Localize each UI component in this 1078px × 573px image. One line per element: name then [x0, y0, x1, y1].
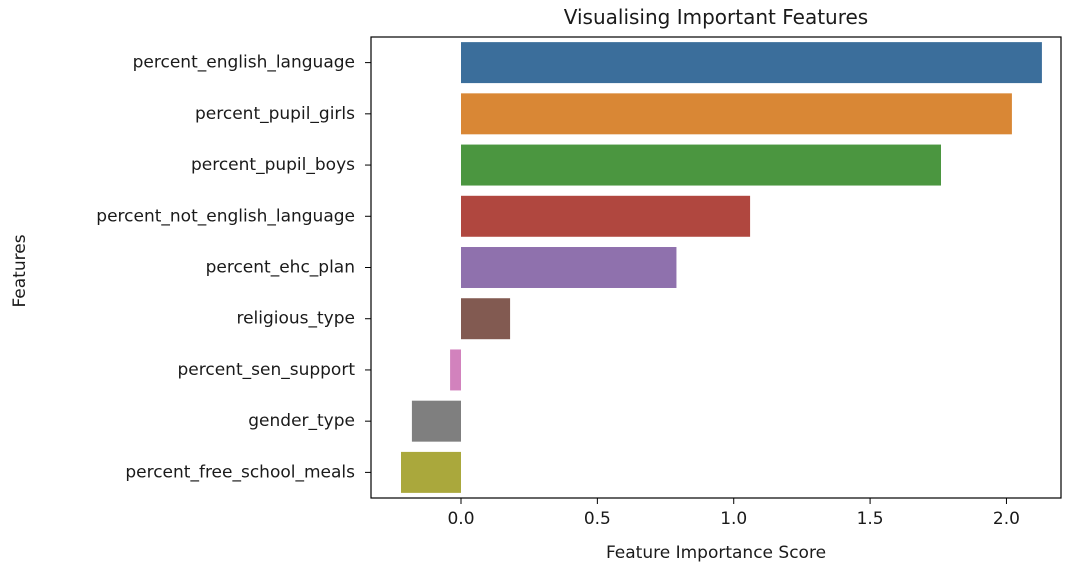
- chart-title: Visualising Important Features: [564, 5, 868, 29]
- bar: [401, 451, 461, 493]
- plot-frame: [370, 36, 1062, 499]
- x-tick-label: 0.5: [584, 509, 611, 529]
- bar: [461, 42, 1042, 84]
- y-axis-ticks: percent_english_language percent_pupil_gi…: [96, 53, 371, 482]
- x-tick-label: 2.0: [993, 509, 1020, 529]
- bar: [461, 298, 511, 340]
- x-tick-label: 0.0: [447, 509, 474, 529]
- y-tick-label: percent_not_english_language: [96, 206, 355, 226]
- x-axis-ticks: 0.0 0.5 1.0 1.5 2.0: [447, 498, 1020, 529]
- y-tick-label: percent_sen_support: [178, 360, 356, 380]
- y-tick-label: percent_english_language: [133, 53, 355, 73]
- bar: [461, 195, 751, 237]
- y-axis-title: Features: [10, 234, 30, 307]
- y-tick-label: percent_pupil_boys: [191, 155, 355, 175]
- bars-group: [401, 42, 1042, 493]
- bar: [461, 144, 941, 186]
- y-tick-label: religious_type: [236, 309, 355, 329]
- x-tick-label: 1.0: [720, 509, 747, 529]
- y-tick-label: percent_free_school_meals: [125, 462, 355, 482]
- bar: [461, 247, 677, 288]
- y-tick-label: gender_type: [248, 411, 355, 431]
- x-axis-title: Feature Importance Score: [606, 543, 826, 563]
- bar: [450, 349, 461, 391]
- y-tick-label: percent_ehc_plan: [206, 258, 355, 278]
- bar: [411, 400, 461, 442]
- y-tick-label: percent_pupil_girls: [195, 104, 355, 124]
- x-tick-label: 1.5: [857, 509, 884, 529]
- bar: [461, 93, 1012, 135]
